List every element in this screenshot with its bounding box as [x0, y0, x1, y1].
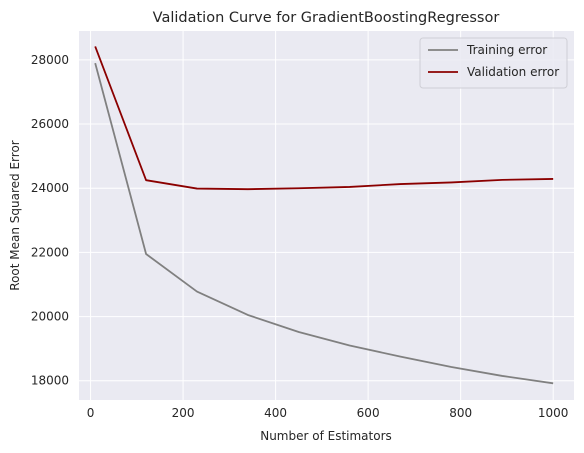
x-tick-label: 1000 [538, 406, 569, 420]
series-line-validation-error [94, 46, 554, 191]
y-tick-labels: 18000 20000 22000 24000 26000 28000 [31, 53, 69, 388]
y-tick-label: 18000 [31, 374, 69, 388]
chart-title: Validation Curve for GradientBoostingReg… [153, 10, 500, 26]
x-tick-label: 600 [357, 406, 380, 420]
y-tick-label: 28000 [31, 53, 69, 67]
y-tick-label: 22000 [31, 245, 69, 259]
x-tick-label: 200 [172, 406, 195, 420]
y-axis-title: Root Mean Squared Error [8, 140, 22, 291]
series-layer [94, 46, 554, 385]
x-axis-title: Number of Estimators [260, 429, 392, 443]
x-tick-label: 400 [264, 406, 287, 420]
x-tick-label: 800 [449, 406, 472, 420]
legend-label-training-error: Training error [466, 43, 547, 57]
x-tick-label: 0 [87, 406, 95, 420]
series-line-training-error [94, 62, 554, 385]
legend-label-validation-error: Validation error [467, 65, 559, 79]
x-tick-labels: 0 200 400 600 800 1000 [87, 406, 569, 420]
legend: Training error Validation error [419, 37, 568, 89]
y-tick-label: 26000 [31, 117, 69, 131]
y-tick-label: 24000 [31, 181, 69, 195]
y-tick-label: 20000 [31, 310, 69, 324]
